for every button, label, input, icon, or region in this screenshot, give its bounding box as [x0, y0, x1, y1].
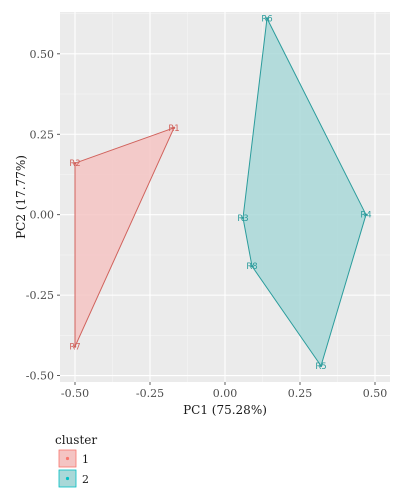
legend-entry-2: 2: [58, 469, 89, 488]
point-label: R3: [237, 214, 248, 224]
legend: cluster 1 2: [55, 433, 97, 488]
point-label: R4: [360, 211, 371, 221]
data-point: R3: [237, 214, 248, 224]
x-tick-label: -0.25: [136, 387, 164, 400]
y-tick-label: -0.25: [26, 289, 54, 302]
point-marker: [241, 216, 245, 220]
x-tick-label: 0.00: [213, 387, 238, 400]
legend-title: cluster: [55, 433, 97, 447]
point-marker: [172, 126, 176, 130]
legend-key-dot-2: [65, 476, 70, 481]
point-label: R2: [69, 159, 80, 169]
data-point: R5: [315, 362, 326, 372]
legend-label-2: 2: [82, 473, 89, 486]
y-tick-label: 0.25: [30, 128, 55, 141]
point-marker: [73, 162, 77, 165]
cluster-hull-2: [242, 17, 367, 367]
x-axis-ticks: -0.50 -0.25 0.00 0.25 0.50: [61, 382, 387, 400]
point-label: R6: [261, 14, 272, 24]
cluster-hulls: [74, 17, 367, 367]
legend-entry-1: 1: [58, 449, 89, 468]
point-label: R8: [246, 262, 257, 272]
point-label: R7: [69, 343, 80, 353]
legend-label-1: 1: [82, 453, 89, 466]
y-axis-ticks: -0.50 -0.25 0.00 0.25 0.50: [26, 48, 60, 383]
cluster-hull-1: [74, 127, 175, 348]
point-label: R1: [168, 124, 179, 134]
data-point: R1: [168, 124, 179, 134]
data-points: R1 R2 R7 R6 R4 R5 R8 R3: [69, 14, 371, 371]
x-tick-label: 0.50: [363, 387, 388, 400]
data-point: R4: [360, 211, 371, 221]
y-axis-title: PC2 (17.77%): [14, 155, 28, 239]
y-tick-label: 0.00: [30, 209, 55, 222]
point-marker: [319, 364, 323, 368]
data-point: R2: [69, 159, 80, 169]
point-marker: [364, 213, 368, 216]
data-point: R7: [69, 343, 80, 353]
point-marker: [250, 264, 254, 268]
x-tick-label: 0.25: [288, 387, 313, 400]
x-tick-label: -0.50: [61, 387, 89, 400]
point-marker: [73, 345, 77, 348]
point-label: R5: [315, 362, 326, 372]
x-axis-title: PC1 (75.28%): [183, 403, 267, 417]
point-marker: [265, 17, 269, 20]
y-tick-label: -0.50: [26, 370, 54, 383]
data-point: R6: [261, 14, 272, 24]
data-point: R8: [246, 262, 257, 272]
legend-key-dot-1: [65, 456, 70, 461]
y-tick-label: 0.50: [30, 48, 55, 61]
